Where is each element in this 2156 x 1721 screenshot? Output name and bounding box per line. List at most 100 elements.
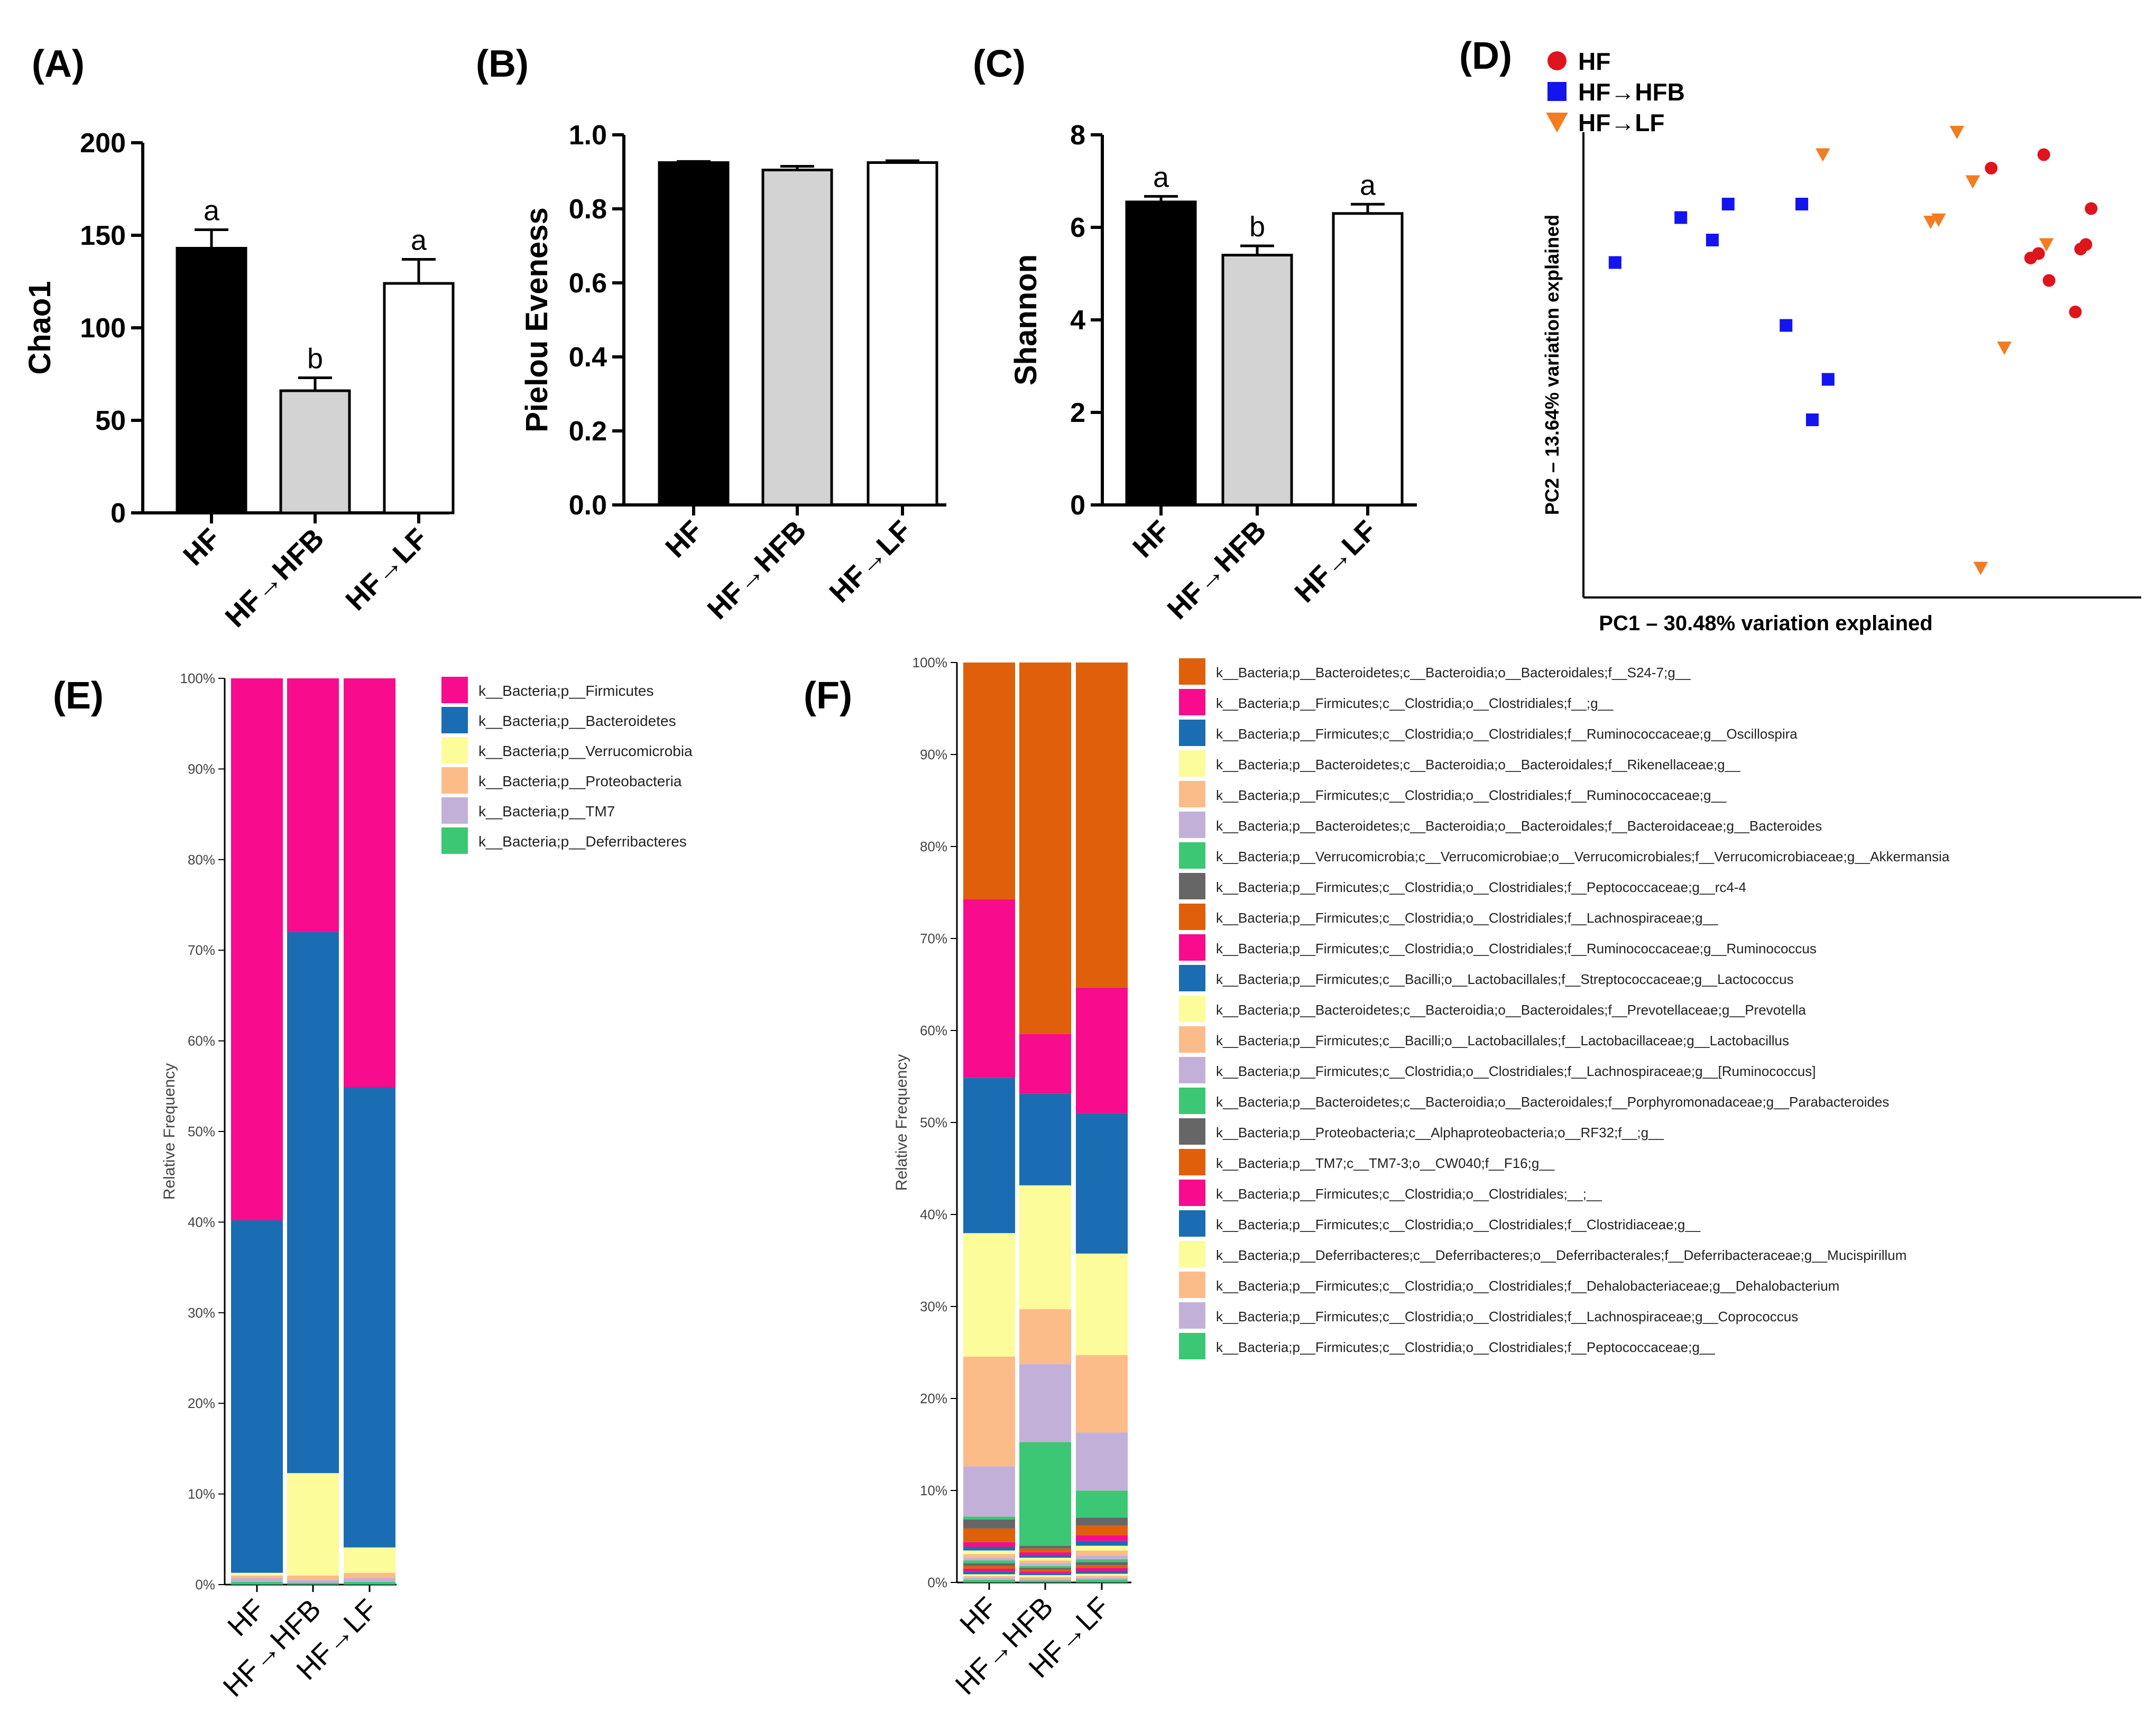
y-tick-label: 200 [80,128,126,159]
stack-segment [963,1569,1015,1572]
stack-segment [963,1528,1015,1542]
y-tick-label: 8 [1070,120,1085,151]
stack-segment [231,1220,283,1573]
panel-label-d: (D) [1459,35,1512,77]
stack-segment [1019,1185,1071,1310]
legend-label: k__Bacteria;p__Bacteroidetes;c__Bacteroi… [1216,665,1691,680]
legend-label: k__Bacteria;p__Firmicutes;c__Bacilli;o__… [1216,1033,1789,1048]
y-axis-title: Shannon [1009,254,1043,385]
scatter-point-lf [1997,342,2012,355]
stack-segment [287,1580,339,1583]
bar-3 [383,282,455,514]
scatter-point-hfb [1821,373,1835,386]
legend-label: k__Bacteria;p__Proteobacteria;c__Alphapr… [1216,1125,1664,1140]
legend-swatch [441,707,468,733]
stack-segment [344,1581,395,1585]
stack-segment [231,1575,283,1579]
scatter-point-hfb [1674,211,1688,224]
y-tick-label: 10% [188,1486,215,1502]
stack-segment [1076,1577,1128,1580]
legend-label: k__Bacteria;p__Bacteroidetes;c__Bacteroi… [1216,1002,1806,1018]
y-tick-label: 0.6 [569,268,607,299]
stack-segment [963,1574,1015,1576]
legend-swatch [1179,965,1205,991]
y-tick-label: 90% [188,761,215,777]
scatter-point-lf [1965,175,1980,189]
legend-label: k__Bacteria;p__Firmicutes;c__Clostridia;… [1216,910,1718,926]
stack-segment [963,1550,1015,1554]
stack-segment [1076,1113,1128,1254]
scatter-point-hf [2037,148,2050,161]
stack-segment [1076,1253,1128,1356]
legend-label: k__Bacteria;p__Firmicutes;c__Clostridia;… [1216,1063,1816,1079]
stack-segment [344,1578,395,1582]
scatter-point-lf [1923,216,1938,229]
legend-label: HF→HFB [1578,78,1685,106]
stack-segment [1076,1573,1128,1576]
legend-label: k__Bacteria;p__Bacteroidetes;c__Bacteroi… [1216,757,1740,772]
legend-marker [1547,51,1567,70]
stack-segment [1019,1580,1071,1582]
legend-swatch [1179,1272,1205,1298]
legend-swatch [1179,842,1205,869]
legend-label: k__Bacteria;p__Bacteroidetes;c__Bacteroi… [1216,818,1822,834]
y-tick-label: 2 [1070,398,1085,428]
stack-segment [1019,1568,1071,1570]
legend-label: k__Bacteria;p__Firmicutes;c__Clostridia;… [1216,726,1798,742]
legend-marker [1546,113,1568,133]
stack-segment [1076,1541,1128,1546]
x-axis-title: PC1 – 30.48% variation explained [1599,612,1932,635]
panel-label-a: (A) [32,43,85,85]
significance-letter: b [307,343,323,375]
stack-segment [287,932,339,1474]
stack-segment [963,1578,1015,1580]
scatter-point-lf [2039,238,2054,252]
stack-segment [1076,1559,1128,1562]
stack-segment [1019,662,1071,1034]
legend-label: k__Bacteria;p__Verrucomicrobia [478,743,693,759]
legend-label: k__Bacteria;p__TM7;c__TM7-3;o__CW040;f__… [1216,1155,1555,1171]
legend-swatch [1179,1333,1205,1359]
stack-segment [1076,1555,1128,1560]
stack-segment [963,1554,1015,1558]
stack-segment [1076,1576,1128,1578]
stack-segment [1019,1558,1071,1561]
y-tick-label: 1.0 [569,120,607,151]
stack-segment [1076,1535,1128,1541]
significance-letter: a [204,195,220,227]
stack-segment [1076,1565,1128,1568]
legend-label: k__Bacteria;p__TM7 [478,803,615,820]
scatter-point-lf [1949,126,1965,140]
legend-label: k__Bacteria;p__Firmicutes;c__Clostridia;… [1216,1278,1839,1294]
stack-segment [1019,1364,1071,1442]
legend-swatch [1179,934,1205,961]
stack-segment [1019,1552,1071,1555]
y-tick-label: 50% [920,1115,947,1130]
stack-segment [1076,1568,1128,1571]
legend-swatch [1179,689,1205,715]
stack-segment [1019,1309,1071,1365]
bar-1 [658,161,730,507]
scatter-point-hf [2079,238,2093,251]
legend-label: k__Bacteria;p__Firmicutes;c__Clostridia;… [1216,941,1817,956]
scatter-point-hf [1985,162,1998,174]
stack-segment [1076,1525,1128,1535]
stack-segment [1076,1550,1128,1556]
legend-swatch [1179,1302,1205,1329]
bar-1 [1125,200,1197,507]
legend-swatch [441,737,468,763]
legend-label: k__Bacteria;p__Verrucomicrobia;c__Verruc… [1216,849,1950,864]
y-tick-label: 30% [188,1305,215,1321]
stack-segment [287,1575,339,1580]
stack-segment [963,1516,1015,1520]
stack-segment [1019,1442,1071,1546]
stack-segment [344,678,395,1088]
y-tick-label: 40% [188,1214,215,1230]
y-tick-label: 0.0 [569,490,607,521]
stack-segment [1076,1355,1128,1433]
legend-swatch [1179,1026,1205,1053]
y-tick-label: 40% [920,1207,947,1222]
y-tick-label: 0% [927,1575,947,1590]
legend-label: k__Bacteria;p__Deferribacteres [478,833,687,850]
stack-segment [1019,1560,1071,1563]
